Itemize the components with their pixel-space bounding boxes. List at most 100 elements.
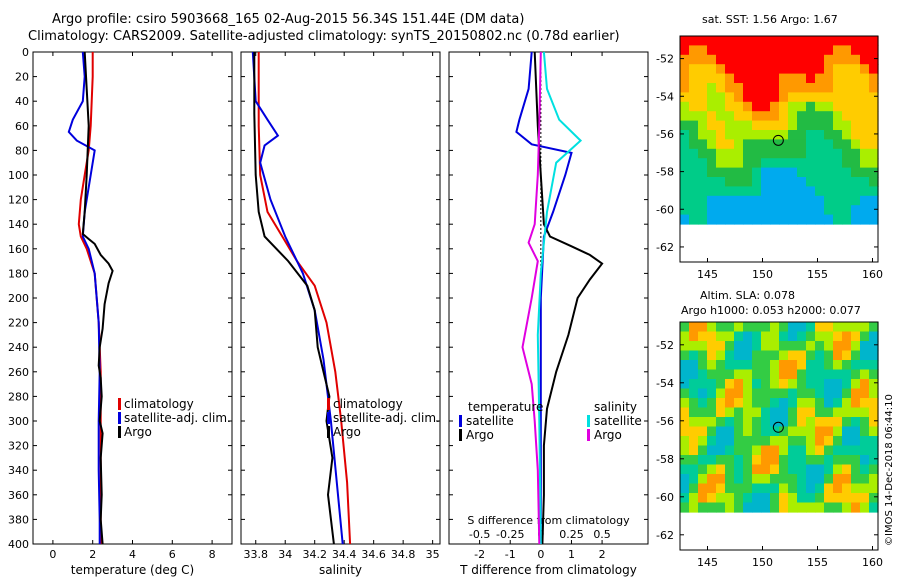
sst-map-cell xyxy=(734,92,744,103)
sla-map-cell xyxy=(761,464,771,475)
sst-map-cell xyxy=(824,139,834,150)
sla-map-cell xyxy=(824,474,834,485)
sst-map-cell xyxy=(689,73,699,84)
x-tick-label: 33.8 xyxy=(243,548,268,561)
sla-map-cell xyxy=(689,350,699,361)
sla-map-cell xyxy=(851,379,861,390)
sla-map-cell xyxy=(725,341,735,352)
sst-map-cell xyxy=(725,92,735,103)
sst-map-cell xyxy=(698,101,708,112)
sst-map-cell xyxy=(806,139,816,150)
sla-map-cell xyxy=(833,350,843,361)
top-tick-label: -0.5 xyxy=(469,528,490,541)
sla-map-cell xyxy=(743,331,753,342)
lat-tick-label: -62 xyxy=(656,241,674,254)
sst-map-cell xyxy=(734,73,744,84)
sst-map-cell xyxy=(743,36,753,46)
sst-map-cell xyxy=(815,195,825,206)
sla-map-cell xyxy=(779,493,789,504)
sla-map-cell xyxy=(788,493,798,504)
sla-map-cell xyxy=(851,398,861,409)
sla-map-cell xyxy=(698,474,708,485)
plot-frame-2 xyxy=(240,51,441,545)
sla-map-cell xyxy=(743,322,753,333)
sst-map-cell xyxy=(725,148,735,159)
y-tick-label: 100 xyxy=(8,169,29,182)
sla-map-cell xyxy=(725,464,735,475)
sla-map-cell xyxy=(680,474,690,485)
sla-map-cell xyxy=(698,464,708,475)
sst-map-cell xyxy=(851,64,861,75)
sst-map-cell xyxy=(869,111,879,122)
sla-map-cell xyxy=(797,407,807,418)
sla-map-cell xyxy=(779,445,789,456)
sst-map-cell xyxy=(860,101,870,112)
sla-map-cell xyxy=(788,445,798,456)
y-tick-label: 20 xyxy=(15,71,29,84)
sla-map-cell xyxy=(833,341,843,352)
sla-map-cell xyxy=(689,407,699,418)
sla-map-cell xyxy=(707,493,717,504)
y-tick-label: 0 xyxy=(22,46,29,59)
sla-map-cell xyxy=(707,445,717,456)
sst-map-cell xyxy=(698,158,708,169)
legend-label: climatology xyxy=(124,397,194,411)
lat-tick-label: -62 xyxy=(656,529,674,542)
sst-map-cell xyxy=(752,120,762,131)
lon-tick-label: 155 xyxy=(807,268,828,281)
sst-map-cell xyxy=(806,214,816,225)
sla-map-cell xyxy=(689,379,699,390)
sst-map-cell xyxy=(806,148,816,159)
sst-map-cell xyxy=(806,45,816,56)
sst-map-cell xyxy=(860,195,870,206)
legend-swatch xyxy=(118,398,121,410)
sst-map-cell xyxy=(734,167,744,178)
sst-map-cell xyxy=(860,92,870,103)
sst-map-cell xyxy=(851,214,861,225)
sst-map-cell xyxy=(689,158,699,169)
sst-map-cell xyxy=(716,120,726,131)
sst-map-cell xyxy=(833,139,843,150)
sst-map-cell xyxy=(734,101,744,112)
sst-map-cell xyxy=(851,167,861,178)
lon-tick-label: 145 xyxy=(697,556,718,569)
legend-label: climatology xyxy=(333,397,403,411)
lon-tick-label: 145 xyxy=(697,268,718,281)
y-tick-label: 220 xyxy=(8,317,29,330)
sla-map-cell xyxy=(743,417,753,428)
sla-map-cell xyxy=(680,407,690,418)
sst-map-cell xyxy=(860,214,870,225)
x-tick-label: 34.6 xyxy=(361,548,386,561)
sst-map-cell xyxy=(743,205,753,216)
x-tick-label: 2 xyxy=(599,548,606,561)
sst-map-cell xyxy=(860,36,870,46)
sst-map-cell xyxy=(842,186,852,197)
float-position-marker xyxy=(772,421,784,433)
sla-map-cell xyxy=(698,407,708,418)
sla-map-cell xyxy=(725,502,735,513)
sla-map-cell xyxy=(734,388,744,399)
sla-map-cell xyxy=(815,350,825,361)
sst-map-cell xyxy=(833,177,843,187)
sst-map-cell xyxy=(734,195,744,206)
sst-map-cell xyxy=(833,186,843,197)
sst-map-cell xyxy=(680,214,690,225)
x-tick-label: -2 xyxy=(474,548,485,561)
sla-map-cell xyxy=(689,417,699,428)
sst-map-cell xyxy=(698,177,708,187)
lat-tick-label: -58 xyxy=(656,166,674,179)
sst-map-cell xyxy=(833,54,843,65)
sla-map-cell xyxy=(806,455,816,466)
sst-map-cell xyxy=(788,111,798,122)
sla-map-cell xyxy=(680,341,690,352)
sst-map-cell xyxy=(698,73,708,84)
sst-map-cell xyxy=(725,205,735,216)
sla-map-cell xyxy=(689,474,699,485)
sst-map-cell xyxy=(698,64,708,75)
sla-map-cell xyxy=(698,417,708,428)
sla-map-cell xyxy=(734,426,744,437)
sla-map-cell xyxy=(860,369,870,380)
sla-map-cell xyxy=(779,341,789,352)
sst-map-cell xyxy=(869,130,879,140)
